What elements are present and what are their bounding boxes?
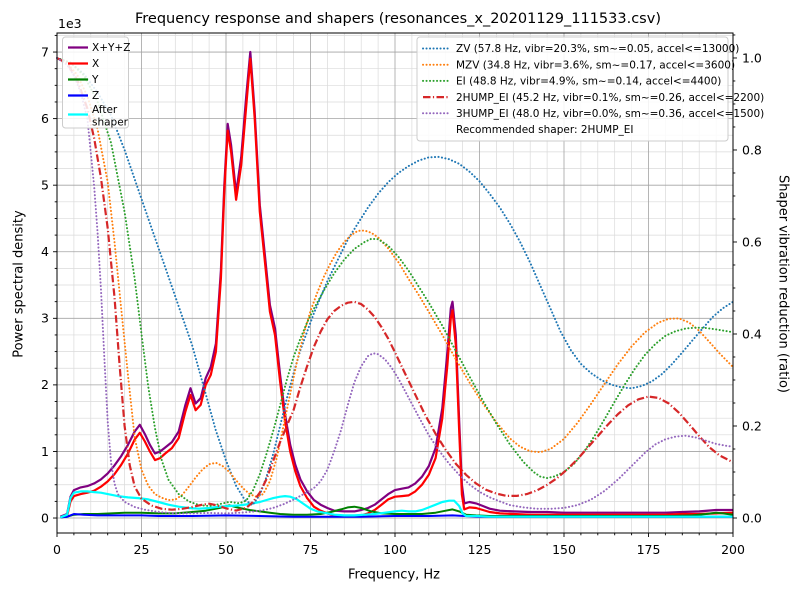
series-psd-x-line bbox=[60, 57, 734, 519]
legend-recommended-shaper: Recommended shaper: 2HUMP_EI bbox=[456, 124, 634, 136]
legend-label: MZV (34.8 Hz, vibr=3.6%, sm~=0.17, accel… bbox=[456, 59, 735, 71]
y-left-tick-label: 0 bbox=[41, 510, 49, 525]
tick-marks bbox=[53, 34, 737, 537]
shaper-series-group bbox=[56, 57, 734, 515]
y-left-tick-label: 4 bbox=[41, 244, 49, 259]
x-tick-label: 175 bbox=[637, 542, 661, 557]
series-psd-after-shaper-line bbox=[59, 490, 733, 519]
x-tick-label: 200 bbox=[721, 542, 745, 557]
x-tick-label: 50 bbox=[218, 542, 234, 557]
series-shaper-ei-line bbox=[56, 57, 734, 507]
y-left-tick-label: 2 bbox=[41, 377, 49, 392]
x-tick-label: 0 bbox=[53, 542, 61, 557]
axis-offset-text: 1e3 bbox=[58, 16, 82, 31]
x-tick-label: 75 bbox=[303, 542, 319, 557]
legend-label: ZV (57.8 Hz, vibr=20.3%, sm~=0.05, accel… bbox=[456, 43, 739, 55]
y-right-tick-label: 0.4 bbox=[742, 326, 762, 341]
y-axis-label-left: Power spectral density bbox=[11, 210, 27, 358]
y-axis-label-right: Shaper vibration reduction (ratio) bbox=[775, 175, 791, 393]
legend-label: 3HUMP_EI (48.0 Hz, vibr=0.0%, sm~=0.36, … bbox=[456, 108, 764, 120]
psd-series-group bbox=[59, 50, 734, 519]
y-left-tick-label: 6 bbox=[41, 111, 49, 126]
y-left-tick-label: 1 bbox=[41, 444, 49, 459]
y-left-tick-label: 3 bbox=[41, 311, 49, 326]
y-right-tick-label: 0.6 bbox=[742, 234, 762, 249]
legend-label: shaper bbox=[92, 117, 129, 129]
y-left-tick-label: 5 bbox=[41, 177, 49, 192]
series-shaper-3hump-ei-line bbox=[56, 57, 734, 515]
series-psd-sum-line bbox=[59, 50, 733, 518]
legend-shapers: ZV (57.8 Hz, vibr=20.3%, sm~=0.05, accel… bbox=[416, 36, 764, 142]
y-right-tick-label: 1.0 bbox=[742, 50, 762, 65]
chart-title: Frequency response and shapers (resonanc… bbox=[135, 11, 661, 27]
legend-label: EI (48.8 Hz, vibr=4.9%, sm~=0.14, accel<… bbox=[456, 76, 721, 88]
x-tick-label: 125 bbox=[468, 542, 492, 557]
y-left-tick-label: 7 bbox=[41, 44, 49, 59]
series-shaper-mzv-line bbox=[56, 57, 734, 502]
legend-label: 2HUMP_EI (45.2 Hz, vibr=0.1%, sm~=0.26, … bbox=[456, 92, 764, 104]
y-right-tick-label: 0.8 bbox=[742, 142, 762, 157]
x-tick-label: 100 bbox=[383, 542, 407, 557]
x-tick-label: 150 bbox=[552, 542, 576, 557]
legend-measured-frame bbox=[62, 36, 129, 129]
legend-label: X+Y+Z bbox=[92, 42, 130, 54]
tick-labels: 0 25 50 75 100 125 150 175 200 0 1 2 3 4 5 6 7 0.0 0.2 0.4 0… bbox=[41, 44, 762, 557]
legend-label: X bbox=[92, 58, 99, 70]
y-right-tick-label: 0.2 bbox=[742, 418, 762, 433]
x-axis-label: Frequency, Hz bbox=[347, 567, 441, 583]
legend-label: Z bbox=[92, 90, 99, 102]
legend-label: Y bbox=[91, 74, 99, 86]
x-tick-label: 25 bbox=[134, 542, 150, 557]
legend-label: After bbox=[92, 104, 118, 116]
y-right-tick-label: 0.0 bbox=[742, 510, 762, 525]
legend-shapers-frame bbox=[416, 36, 729, 142]
series-shaper-zv-line bbox=[56, 57, 734, 507]
series-shaper-2hump-ei-line bbox=[56, 57, 734, 512]
